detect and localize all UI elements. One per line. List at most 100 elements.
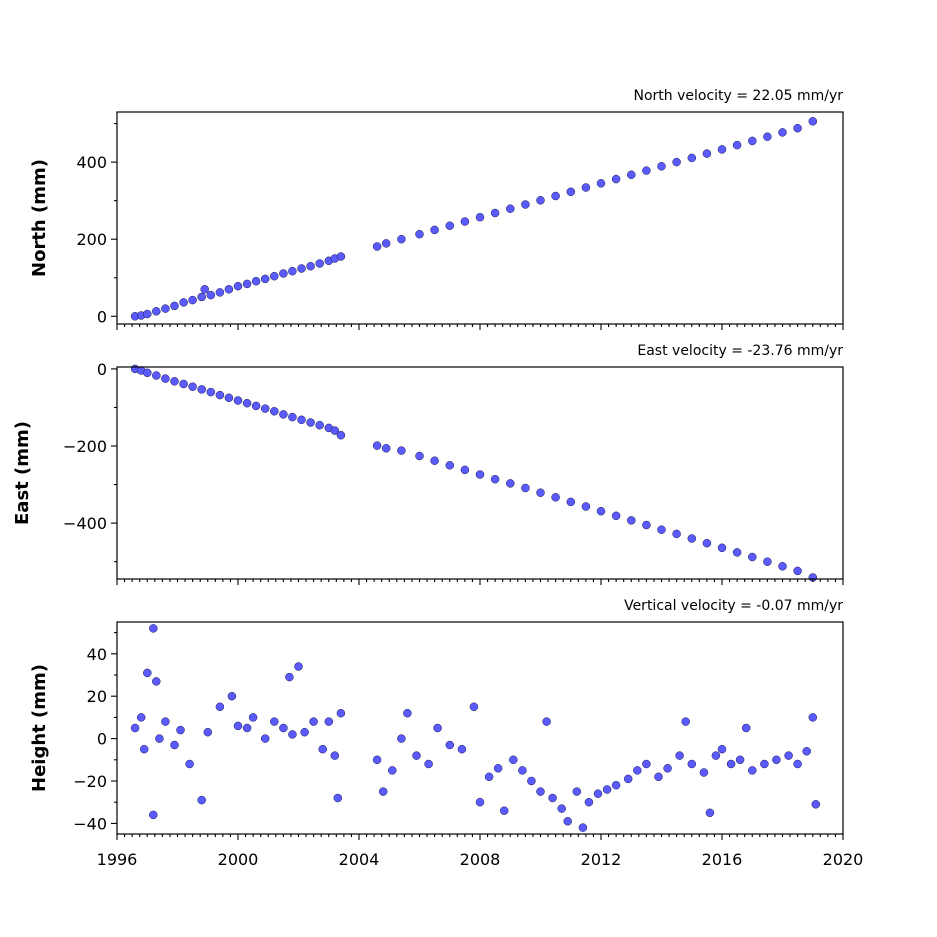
height-data-point [772,755,781,765]
north-data-point [702,149,712,158]
north-data-point [763,132,772,141]
north-data-point [460,217,470,226]
north-data-point [188,295,197,305]
east-data-point [152,371,161,380]
east-data-point [297,415,306,425]
height-data-point [717,744,727,754]
height-data-point [149,810,158,820]
north-data-point [170,301,179,311]
height-x-tick-label: 2004 [339,850,380,869]
height-data-point [654,772,663,782]
north-panel: 0 200 400 North velocity = 22.05 mm/yr North… [29,88,844,330]
height-data-point [288,730,297,739]
height-y-tick-label: 20 [87,687,107,706]
height-data-point [227,691,237,701]
east-points [130,364,818,582]
north-data-point [224,285,234,294]
east-data-point [381,444,391,453]
east-data-point [143,368,152,378]
north-data-point [161,304,170,313]
height-data-point [484,772,494,782]
height-y-tick-label: −40 [73,814,107,833]
height-data-point [412,751,421,760]
east-data-point [732,548,742,557]
north-y-tick-label: 0 [97,307,107,326]
east-data-point [748,552,757,562]
height-data-point [445,740,455,750]
east-data-point [460,465,470,475]
height-data-point [149,624,158,633]
height-data-point [536,787,545,796]
north-data-point [260,274,270,284]
east-data-point [270,407,279,416]
east-data-point [521,483,530,493]
height-data-point [300,727,309,737]
east-data-point [279,410,288,419]
north-data-point [596,179,606,188]
east-data-point [306,418,315,427]
north-data-point [672,157,681,167]
height-data-point [611,780,621,790]
north-data-point [445,221,455,230]
east-data-point [778,562,787,571]
east-y-axis-label: East (mm) [12,421,33,525]
east-y-tick-label: −400 [63,514,107,533]
north-data-point [233,281,243,291]
height-data-point [136,713,146,722]
height-data-point [469,702,479,712]
east-data-point [581,502,591,511]
north-data-point [536,196,545,205]
height-data-point [527,776,536,786]
east-data-point [206,387,216,397]
north-data-point [179,298,188,307]
height-data-point [309,717,318,726]
height-data-point [372,755,382,765]
height-data-point [584,797,594,807]
height-x-tick-label: 1996 [97,850,138,869]
north-data-point [206,290,216,300]
height-x-tick-label: 2020 [823,850,864,869]
height-x-tick-label: 2016 [702,850,743,869]
north-data-point [793,123,802,133]
height-data-point [161,717,170,726]
north-data-point [717,145,727,154]
east-data-point [330,426,340,435]
east-data-point [611,511,621,521]
height-data-point [203,727,213,737]
north-data-point [143,309,152,319]
east-data-point [506,479,515,488]
height-data-point [457,744,467,754]
height-velocity-title: Vertical velocity = -0.07 mm/yr [624,598,843,614]
height-data-point [633,766,642,775]
north-data-point [551,191,560,201]
height-data-point [493,764,503,773]
height-y-tick-label: 40 [87,645,107,664]
north-velocity-title: North velocity = 22.05 mm/yr [633,88,843,104]
height-data-point [735,755,745,765]
height-data-point [748,766,757,775]
height-y-tick-label: −20 [73,772,107,791]
north-data-point [748,136,757,146]
height-data-point [784,751,793,760]
height-data-point [388,766,397,775]
north-data-point [475,212,485,222]
north-data-point [397,234,406,244]
height-data-point [318,744,327,754]
height-data-point [260,734,270,743]
height-data-point [152,677,161,686]
east-data-point [445,461,455,470]
north-data-point [306,261,315,271]
north-data-point [627,170,636,180]
north-y-axis-label: North (mm) [29,159,50,277]
east-data-point [430,456,439,465]
height-x-tick-label: 2000 [218,850,259,869]
height-data-point [155,734,164,743]
north-data-point [315,259,324,268]
height-data-point [130,723,140,733]
north-data-point [242,279,252,289]
height-points [130,624,821,832]
north-data-point [270,271,279,281]
north-data-point [642,166,651,175]
height-data-point [143,668,152,678]
